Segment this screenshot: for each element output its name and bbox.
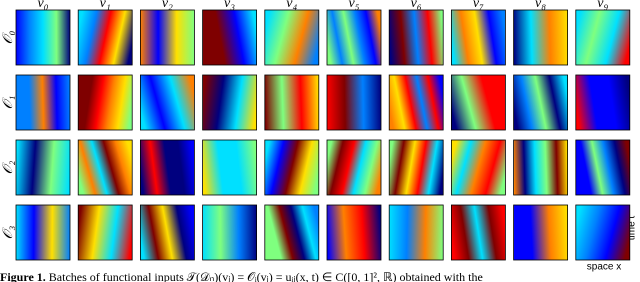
heatmap-panel xyxy=(15,204,71,261)
heatmap-panel xyxy=(575,74,631,131)
heatmap-panel xyxy=(575,139,631,196)
column-label: v₅ xyxy=(348,0,359,11)
column-label: v₄ xyxy=(286,0,297,11)
heatmap-panel xyxy=(513,139,568,196)
heatmap-panel xyxy=(513,204,568,261)
column-label: v₆ xyxy=(411,0,422,11)
heatmap-panel xyxy=(77,204,133,261)
x-axis-label: space x xyxy=(587,262,621,273)
heatmap-panel xyxy=(450,139,506,196)
heatmap-panel xyxy=(264,74,320,131)
row-label: 𝒪₃ xyxy=(1,226,16,240)
heatmap-panel xyxy=(139,139,195,196)
heatmap-panel xyxy=(139,9,195,66)
heatmap-panel xyxy=(15,9,71,66)
heatmap-panel xyxy=(77,74,133,131)
heatmap-panel xyxy=(139,204,195,261)
heatmap-panel xyxy=(388,74,444,131)
heatmap-panel xyxy=(450,204,506,261)
caption: Figure 1. Batches of functional inputs 𝒯… xyxy=(0,269,640,282)
heatmap-panel xyxy=(15,74,71,131)
heatmap-panel xyxy=(388,9,444,66)
row-label: 𝒪₀ xyxy=(1,31,16,45)
row-label: 𝒪₂ xyxy=(1,161,16,175)
column-label: v₈ xyxy=(535,0,546,11)
row-label: 𝒪₁ xyxy=(1,96,16,110)
heatmap-panel xyxy=(326,74,382,131)
column-label: v₉ xyxy=(597,0,608,11)
heatmap-panel xyxy=(77,139,133,196)
heatmap-panel xyxy=(264,9,320,66)
heatmap-panel xyxy=(388,204,444,261)
heatmap-panel xyxy=(326,204,382,261)
heatmap-panel xyxy=(326,9,382,66)
column-label: v₂ xyxy=(162,0,173,11)
heatmap-panel xyxy=(202,9,258,66)
heatmap-panel xyxy=(202,139,258,196)
heatmap-panel xyxy=(264,139,320,196)
column-label: v₁ xyxy=(100,0,111,11)
column-label: v₃ xyxy=(224,0,235,11)
heatmap-panel xyxy=(264,204,320,261)
heatmap-panel xyxy=(15,139,71,196)
heatmap-panel xyxy=(388,139,444,196)
y-axis-label: time t xyxy=(627,216,638,241)
heatmap-panel xyxy=(450,74,506,131)
heatmap-panel xyxy=(202,204,258,261)
caption-label: Figure 1. xyxy=(0,270,46,282)
column-label: v₀ xyxy=(37,0,48,11)
heatmap-panel xyxy=(139,74,195,131)
caption-text: Batches of functional inputs 𝒯(𝒟ₙ)(vⱼ) =… xyxy=(48,270,483,282)
heatmap-panel xyxy=(77,9,133,66)
heatmap-panel xyxy=(513,9,568,66)
heatmap-panel xyxy=(575,204,631,261)
heatmap-panel xyxy=(513,74,568,131)
heatmap-panel xyxy=(450,9,506,66)
column-label: v₇ xyxy=(473,0,484,11)
heatmap-panel xyxy=(575,9,631,66)
heatmap-panel xyxy=(202,74,258,131)
heatmap-panel xyxy=(326,139,382,196)
